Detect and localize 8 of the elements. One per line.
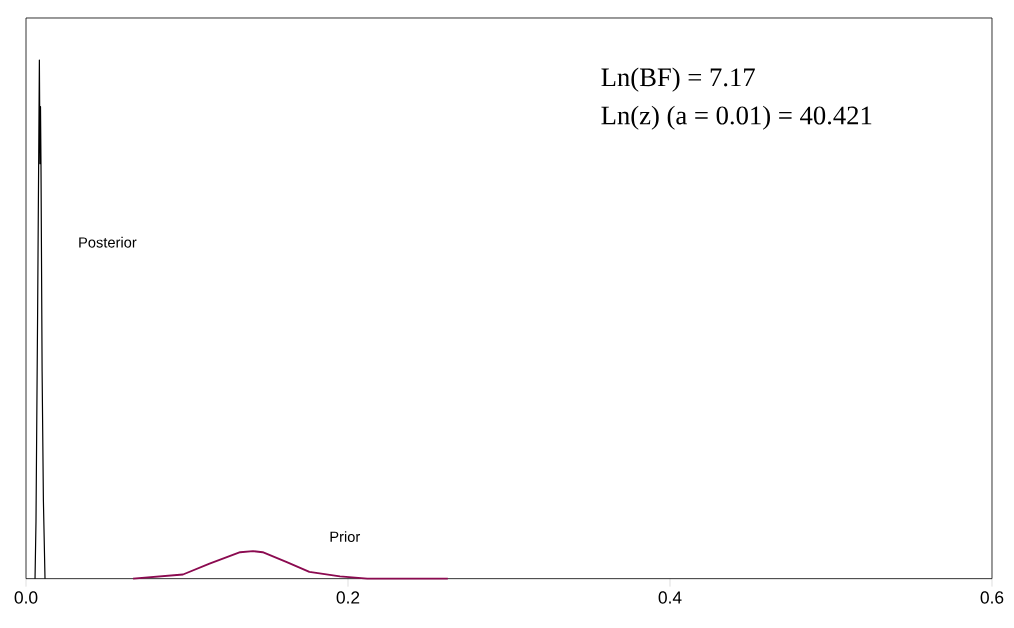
annotation: Ln(BF) = 7.17 <box>601 67 755 92</box>
x-tick-label: 0.4 <box>658 591 682 604</box>
annotation: Ln(z) (a = 0.01) = 40.421 <box>601 105 872 130</box>
x-tick-label: 0.2 <box>336 591 360 604</box>
text: Posterior <box>79 236 137 248</box>
x-tick-label: 0.0 <box>14 591 38 604</box>
x-tick-label: 0.6 <box>980 591 1004 604</box>
text: Prior <box>330 531 361 542</box>
